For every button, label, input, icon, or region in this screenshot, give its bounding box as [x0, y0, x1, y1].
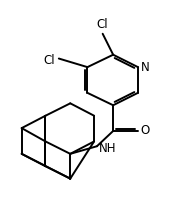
Text: Cl: Cl — [43, 54, 55, 67]
Text: N: N — [141, 61, 150, 74]
Text: Cl: Cl — [96, 18, 108, 31]
Text: NH: NH — [99, 142, 116, 155]
Text: O: O — [141, 125, 150, 138]
